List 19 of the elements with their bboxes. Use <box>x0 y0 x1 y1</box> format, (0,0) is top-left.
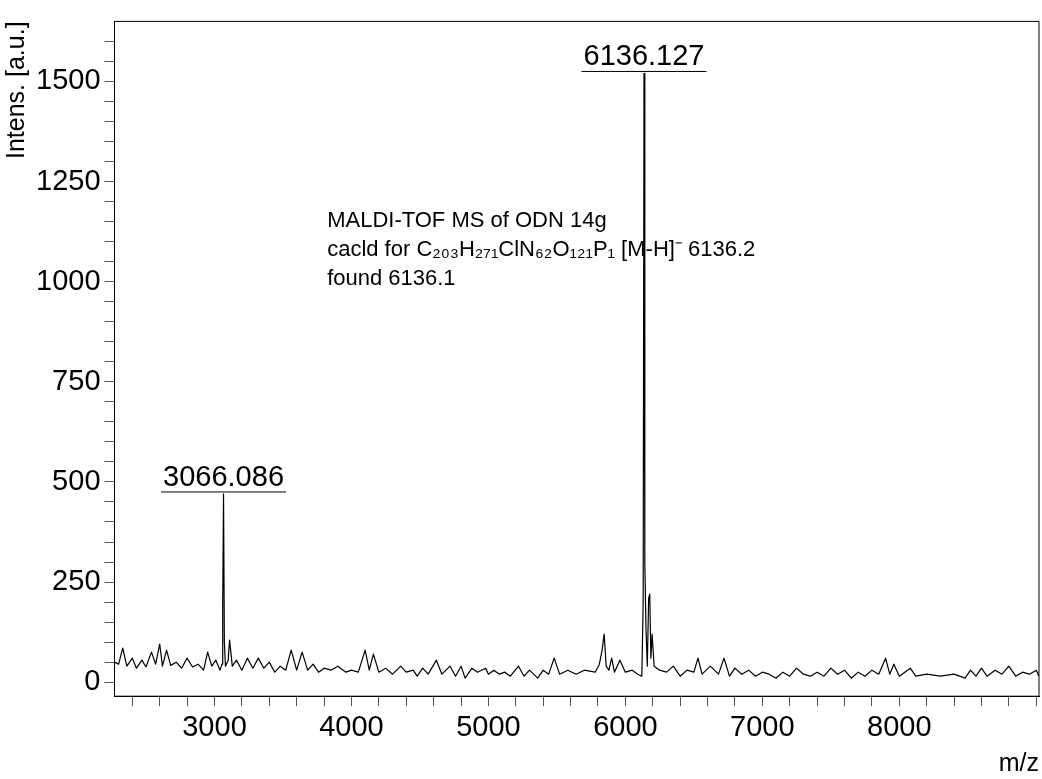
y-tick-label: 1500 <box>36 63 101 96</box>
x-tick-label: 4000 <box>319 709 384 742</box>
x-tick-label: 6000 <box>593 709 658 742</box>
x-tick-label: 8000 <box>867 709 932 742</box>
annotation: 6136.127 <box>583 39 705 72</box>
y-tick-label: 1250 <box>36 163 101 196</box>
x-tick-label: 5000 <box>456 709 521 742</box>
y-axis-title: Intens. [a.u.] <box>0 21 29 159</box>
annotation: 3066.086 <box>163 459 285 492</box>
x-tick-label: 3000 <box>182 709 247 742</box>
y-tick-label: 250 <box>52 564 101 597</box>
y-tick-label: 0 <box>84 664 101 697</box>
y-tick-label: 500 <box>52 463 101 496</box>
x-tick-label: 7000 <box>730 709 795 742</box>
annotation: MALDI-TOF MS of ODN 14g <box>327 207 607 233</box>
x-axis-title: m/z <box>998 747 1039 776</box>
y-tick-label: 750 <box>52 363 101 396</box>
y-tick-label: 1000 <box>36 263 101 296</box>
annotation: found 6136.1 <box>327 265 456 291</box>
